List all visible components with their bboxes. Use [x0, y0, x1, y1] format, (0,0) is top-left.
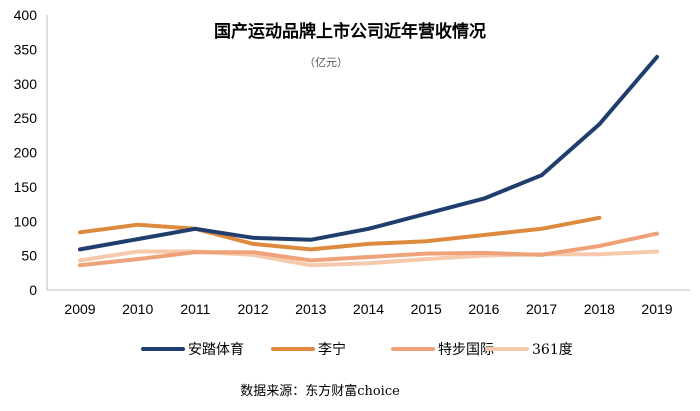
- y-tick-label: 350: [14, 41, 38, 57]
- x-tick-label: 2010: [122, 301, 153, 317]
- x-axis: 2009 2010 2011 2012 2013 2014 2015 2016 2017 2018…: [47, 289, 690, 317]
- x-tick-label: 2015: [411, 301, 442, 317]
- y-tick-label: 100: [14, 213, 38, 229]
- y-tick-label: 50: [21, 248, 37, 264]
- y-tick-label: 0: [29, 282, 37, 298]
- x-tick-label: 2014: [353, 301, 384, 317]
- x-tick-label: 2019: [641, 301, 672, 317]
- y-tick-label: 300: [14, 76, 38, 92]
- x-tick-label: 2009: [64, 301, 95, 317]
- series-line-3: [78, 231, 659, 268]
- legend-item: 李宁: [271, 341, 346, 358]
- x-tick-label: 2013: [295, 301, 326, 317]
- x-tick-labels: 2009 2010 2011 2012 2013 2014 2015 2016 2017 2018…: [64, 301, 672, 317]
- legend: 安踏体育 李宁 特步国际 361度: [141, 341, 573, 358]
- series-line-4: [78, 249, 659, 268]
- legend-label: 李宁: [318, 341, 346, 358]
- series-line-1: [78, 54, 659, 252]
- series-line-2: [78, 215, 602, 252]
- legend-item: 安踏体育: [141, 342, 244, 358]
- chart-title: 国产运动品牌上市公司近年营收情况: [214, 21, 486, 42]
- legend-label: 安踏体育: [188, 342, 244, 358]
- unit-label: （亿元）: [304, 56, 348, 69]
- y-tick-label: 200: [14, 145, 38, 161]
- legend-item: 361度: [485, 342, 573, 358]
- series-lines: [78, 54, 659, 268]
- y-tick-labels: 0 50 100 150 200 250 300 350 400: [14, 7, 38, 298]
- y-tick-label: 400: [14, 7, 38, 23]
- x-tick-label: 2018: [584, 301, 615, 317]
- legend-label: 特步国际: [438, 342, 494, 358]
- source-note: 数据来源：东方财富choice: [240, 383, 400, 399]
- y-axis: 0 50 100 150 200 250 300 350 400: [14, 7, 48, 298]
- x-tick-label: 2017: [526, 301, 557, 317]
- x-tick-label: 2011: [180, 301, 210, 317]
- legend-label: 361度: [532, 342, 573, 358]
- x-tick-label: 2016: [468, 301, 499, 317]
- legend-item: 特步国际: [391, 342, 494, 358]
- y-tick-label: 150: [14, 179, 38, 195]
- x-tick-label: 2012: [238, 301, 269, 317]
- y-tick-label: 250: [14, 110, 38, 126]
